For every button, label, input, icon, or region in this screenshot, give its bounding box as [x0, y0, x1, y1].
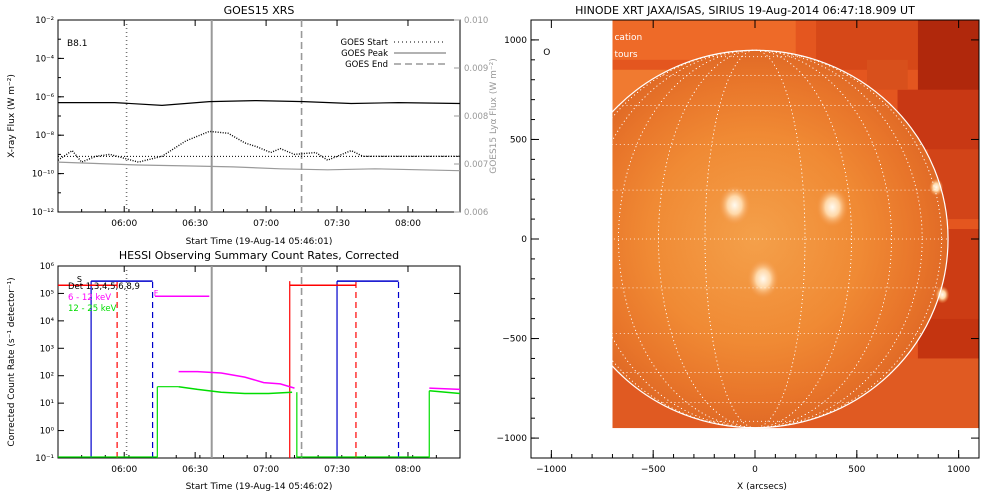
hessi-x-tick-label: 06:30 — [182, 465, 208, 475]
xrt-x-tick-label: 500 — [848, 465, 865, 475]
hessi-series-line — [429, 387, 460, 391]
goes-y-tick-label: 10⁻⁶ — [35, 93, 54, 103]
goes-series-line — [58, 99, 460, 107]
xrt-x-tick-label: −1000 — [536, 465, 567, 475]
hessi-x-tick-label: 07:00 — [253, 465, 279, 475]
xrt-longitude-line — [658, 49, 852, 429]
hessi-y-label: Corrected Count Rate (s⁻¹ detector⁻¹) — [7, 277, 17, 446]
hessi-y-tick-label: 10¹ — [40, 399, 54, 409]
goes-y-right-tick-label: 0.010 — [464, 16, 488, 26]
hessi-legend-label: 6 - 12 keV — [68, 293, 111, 303]
hessi-legend-label: 12 - 25 keV — [68, 304, 117, 314]
goes-y-label: X-ray Flux (W m⁻²) — [7, 74, 17, 158]
goes-x-tick-label: 06:00 — [111, 219, 137, 229]
hessi-annotation-s: S — [77, 275, 82, 284]
goes-series-line — [58, 161, 460, 172]
xrt-y-tick-label: 1000 — [504, 36, 527, 46]
goes-legend-label: GOES End — [345, 60, 388, 70]
xrt-panel: HINODE XRT JAXA/ISAS, SIRIUS 19-Aug-2014… — [497, 4, 980, 492]
hessi-annotation-f: F — [154, 289, 159, 298]
xrt-y-tick-label: 500 — [510, 135, 527, 145]
xrt-sun-disk — [561, 50, 949, 428]
xrt-overlay-text: cation — [614, 33, 642, 43]
hessi-x-label: Start Time (19-Aug-14 05:46:02) — [186, 482, 333, 492]
goes-class-label: B8.1 — [67, 39, 88, 49]
hessi-y-tick-label: 10⁶ — [40, 262, 55, 272]
xrt-y-tick-label: −1000 — [497, 434, 528, 444]
goes-title: GOES15 XRS — [224, 4, 295, 17]
goes-y-tick-label: 10⁻² — [35, 16, 54, 26]
hessi-series-line — [178, 385, 293, 395]
goes-legend-label: GOES Start — [340, 38, 388, 48]
hessi-series-line — [178, 370, 295, 389]
xrt-y-tick-label: −500 — [502, 335, 527, 345]
hessi-y-tick-label: 10⁴ — [40, 317, 55, 327]
hessi-y-tick-label: 10⁻¹ — [35, 454, 54, 464]
goes-y-tick-label: 10⁻¹⁰ — [32, 170, 55, 180]
xrt-bright-region — [747, 258, 780, 299]
goes-y-tick-label: 10⁻¹² — [32, 208, 54, 218]
goes-y-right-tick-label: 0.007 — [464, 160, 488, 170]
goes-x-tick-label: 08:00 — [395, 219, 421, 229]
hessi-y-tick-label: 10² — [40, 372, 54, 382]
xrt-longitude-line — [568, 49, 942, 429]
xrt-bright-region — [816, 187, 849, 228]
goes-y-right-tick-label: 0.008 — [464, 112, 488, 122]
xrt-bright-region — [935, 285, 950, 304]
goes-x-label: Start Time (19-Aug-14 05:46:01) — [186, 237, 333, 247]
goes-y-right-label: GOES15 Lyα Flux (W m⁻²) — [489, 58, 499, 174]
xrt-x-label: X (arcsecs) — [737, 482, 787, 492]
hessi-plot-frame — [57, 265, 461, 459]
goes-y-tick-label: 10⁻⁴ — [35, 54, 54, 64]
goes-y-tick-label: 10⁻⁸ — [35, 131, 54, 141]
xrt-image: cation tours O — [531, 20, 979, 458]
goes-x-tick-label: 07:00 — [253, 219, 279, 229]
hessi-legend-label: Det 1,3,4,5,6,8,9 — [68, 282, 140, 292]
goes-x-tick-label: 06:30 — [182, 219, 208, 229]
hessi-panel: HESSI Observing Summary Count Rates, Cor… — [7, 249, 461, 492]
goes-x-tick-label: 07:30 — [324, 219, 350, 229]
xrt-empty-bottom — [612, 428, 979, 458]
xrt-corner-symbol: O — [543, 48, 550, 58]
hessi-series-line — [429, 390, 460, 395]
goes-y-right-tick-label: 0.006 — [464, 208, 488, 218]
goes-series-line — [58, 130, 460, 163]
xrt-y-tick-label: 0 — [521, 235, 527, 245]
xrt-empty-left — [531, 20, 613, 458]
hessi-x-tick-label: 06:00 — [111, 465, 137, 475]
xrt-x-tick-label: 1000 — [947, 465, 970, 475]
hessi-title: HESSI Observing Summary Count Rates, Cor… — [119, 249, 399, 262]
xrt-corona-block — [867, 59, 908, 90]
xrt-title: HINODE XRT JAXA/ISAS, SIRIUS 19-Aug-2014… — [575, 4, 915, 17]
hessi-x-tick-label: 08:00 — [395, 465, 421, 475]
hessi-y-tick-label: 10⁰ — [40, 427, 55, 437]
hessi-y-tick-label: 10⁵ — [40, 289, 54, 299]
xrt-corona-block — [917, 20, 979, 100]
goes-panel: GOES15 XRS B8.1 X-ray Flux (W m⁻²) GOES1… — [7, 4, 499, 247]
hessi-x-tick-label: 07:30 — [324, 465, 350, 475]
xrt-bright-region — [718, 185, 751, 226]
xrt-x-tick-label: 0 — [752, 465, 758, 475]
xrt-overlay-text: tours — [614, 50, 637, 60]
xrt-x-tick-label: −500 — [641, 465, 666, 475]
hessi-y-tick-label: 10³ — [40, 344, 54, 354]
goes-plot-frame — [57, 19, 461, 213]
goes-legend-label: GOES Peak — [341, 49, 388, 59]
goes-y-right-tick-label: 0.009 — [464, 64, 488, 74]
